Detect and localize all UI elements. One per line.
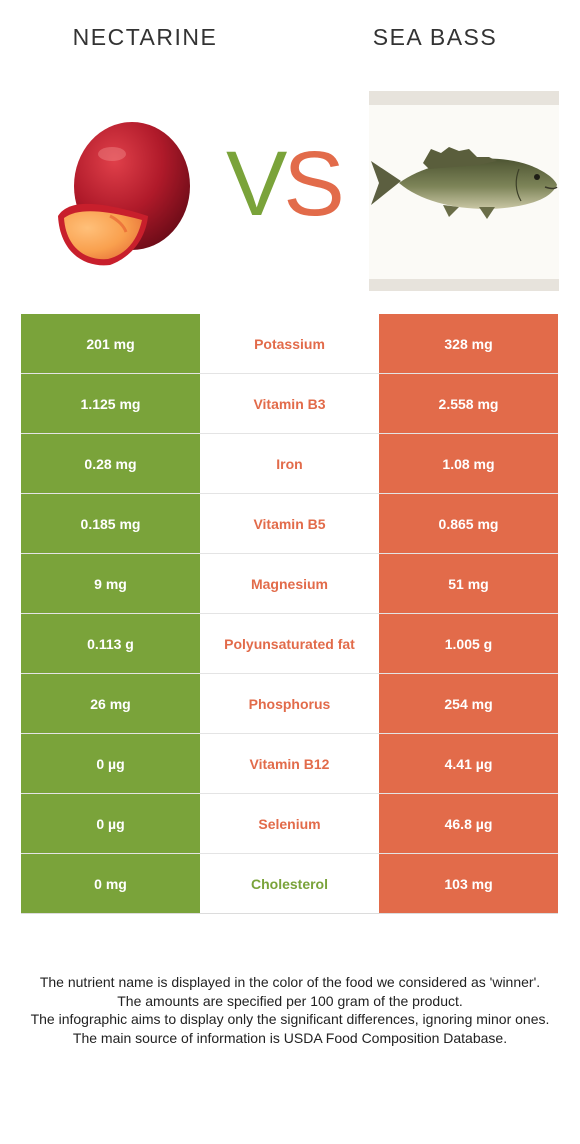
- nutrient-table: 201 mg Potassium 328 mg 1.125 mg Vitamin B3 2…: [21, 314, 558, 914]
- fish-icon: [371, 147, 558, 219]
- footnote-amounts: The amounts are specified per 100 gram o…: [117, 992, 463, 1009]
- left-value: 0 mg: [21, 854, 200, 913]
- nutrient-name: Polyunsaturated fat: [200, 614, 379, 673]
- left-value: 0.185 mg: [21, 494, 200, 553]
- nutrient-name: Potassium: [200, 314, 379, 373]
- nutrient-name: Cholesterol: [200, 854, 379, 913]
- table-row: 9 mg Magnesium 51 mg: [21, 554, 558, 614]
- comparison-hero: VS: [0, 88, 580, 298]
- right-value: 0.865 mg: [379, 494, 558, 553]
- nectarine-image: [58, 122, 190, 266]
- table-row: 26 mg Phosphorus 254 mg: [21, 674, 558, 734]
- right-value: 46.8 µg: [379, 794, 558, 853]
- footnote-source: The main source of information is USDA F…: [72, 1029, 508, 1046]
- right-value: 4.41 µg: [379, 734, 558, 793]
- right-value: 328 mg: [379, 314, 558, 373]
- image-band-bottom: [369, 279, 559, 291]
- left-value: 9 mg: [21, 554, 200, 613]
- right-value: 103 mg: [379, 854, 558, 913]
- footnote-winner: The nutrient name is displayed in the co…: [39, 974, 541, 990]
- left-value: 26 mg: [21, 674, 200, 733]
- footnote-differences: The infographic aims to display only the…: [30, 1011, 550, 1027]
- left-food-title: NECTARINE: [72, 24, 218, 50]
- footnotes: The nutrient name is displayed in the co…: [18, 973, 562, 1047]
- table-row: 0 µg Selenium 46.8 µg: [21, 794, 558, 854]
- table-row: 0.113 g Polyunsaturated fat 1.005 g: [21, 614, 558, 674]
- nutrient-name: Selenium: [200, 794, 379, 853]
- left-value: 201 mg: [21, 314, 200, 373]
- table-row: 0.28 mg Iron 1.08 mg: [21, 434, 558, 494]
- right-value: 2.558 mg: [379, 374, 558, 433]
- right-value: 254 mg: [379, 674, 558, 733]
- table-row: 0 mg Cholesterol 103 mg: [21, 854, 558, 914]
- nutrient-name: Vitamin B12: [200, 734, 379, 793]
- right-value: 51 mg: [379, 554, 558, 613]
- left-value: 0.113 g: [21, 614, 200, 673]
- nutrient-name: Phosphorus: [200, 674, 379, 733]
- nutrient-name: Magnesium: [200, 554, 379, 613]
- vs-v: V: [226, 133, 287, 235]
- right-value: 1.08 mg: [379, 434, 558, 493]
- right-value: 1.005 g: [379, 614, 558, 673]
- left-value: 0.28 mg: [21, 434, 200, 493]
- table-row: 1.125 mg Vitamin B3 2.558 mg: [21, 374, 558, 434]
- nutrient-name: Vitamin B3: [200, 374, 379, 433]
- image-band-top: [369, 91, 559, 105]
- left-value: 1.125 mg: [21, 374, 200, 433]
- vs-label: VS: [226, 138, 345, 230]
- table-row: 0.185 mg Vitamin B5 0.865 mg: [21, 494, 558, 554]
- vs-s: S: [283, 133, 344, 235]
- sea-bass-image: [369, 91, 559, 291]
- right-food-title: SEA BASS: [372, 24, 498, 50]
- left-value: 0 µg: [21, 794, 200, 853]
- table-row: 201 mg Potassium 328 mg: [21, 314, 558, 374]
- nutrient-name: Vitamin B5: [200, 494, 379, 553]
- table-row: 0 µg Vitamin B12 4.41 µg: [21, 734, 558, 794]
- nutrient-name: Iron: [200, 434, 379, 493]
- left-value: 0 µg: [21, 734, 200, 793]
